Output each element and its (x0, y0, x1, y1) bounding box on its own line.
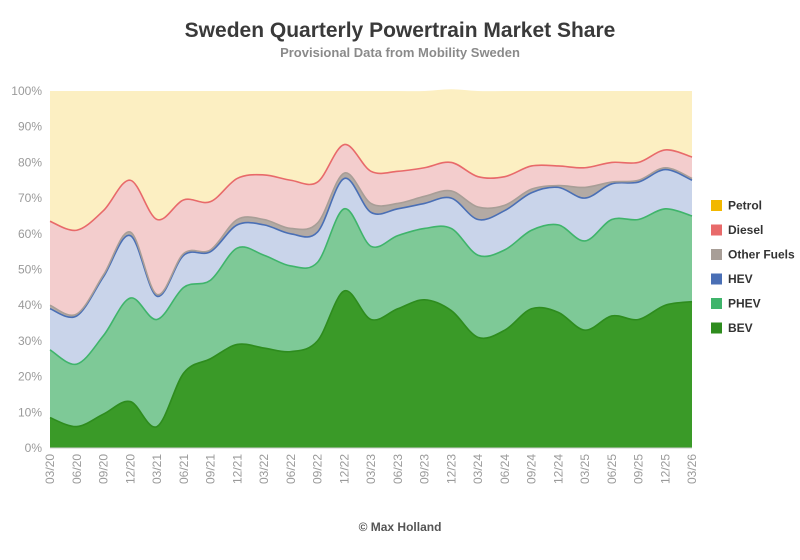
series-line-hev (49, 168, 693, 319)
y-tick-label: 100% (11, 84, 42, 98)
x-tick-label: 06/20 (70, 454, 84, 484)
x-tick-label: 06/24 (498, 454, 512, 484)
x-tick-label: 09/22 (311, 454, 325, 484)
legend-label-diesel: Diesel (728, 223, 763, 237)
legend-swatch-hev (711, 273, 722, 285)
x-tick-label: 09/24 (525, 454, 539, 484)
x-tick-label: 03/26 (685, 454, 699, 484)
legend-label-phev: PHEV (728, 297, 761, 311)
legend-label-petrol: Petrol (728, 199, 762, 213)
legend-swatch-other-fuels (711, 249, 722, 260)
y-tick-label: 90% (18, 120, 42, 134)
y-tick-label: 30% (18, 334, 42, 348)
series-line-phev (49, 208, 693, 366)
x-tick-label: 09/21 (204, 454, 218, 484)
chart-subtitle: Provisional Data from Mobility Sweden (280, 45, 520, 60)
y-tick-label: 20% (18, 370, 42, 384)
x-tick-label: 12/23 (444, 454, 458, 484)
x-tick-label: 03/22 (257, 454, 271, 484)
x-tick-label: 12/21 (230, 454, 244, 484)
area-bev (50, 290, 692, 448)
x-tick-label: 03/20 (43, 454, 57, 484)
x-tick-label: 12/24 (551, 454, 565, 484)
y-tick-label: 60% (18, 227, 42, 241)
series-line-other-fuels (49, 166, 693, 317)
legend-swatch-petrol (711, 200, 722, 211)
y-tick-label: 0% (25, 441, 43, 455)
x-tick-label: 06/23 (391, 454, 405, 484)
legend-label-other-fuels: Other Fuels (728, 248, 795, 262)
x-tick-label: 06/21 (177, 454, 191, 484)
x-tick-label: 03/21 (150, 454, 164, 484)
chart-title: Sweden Quarterly Powertrain Market Share (185, 19, 616, 42)
x-tick-label: 12/22 (337, 454, 351, 484)
x-tick-label: 09/23 (418, 454, 432, 484)
y-tick-label: 10% (18, 405, 42, 419)
legend-swatch-diesel (711, 224, 722, 236)
x-tick-label: 12/25 (658, 454, 672, 484)
chart-credit: © Max Holland (359, 520, 442, 534)
legend-label-bev: BEV (728, 321, 753, 335)
y-tick-label: 50% (18, 263, 42, 277)
y-tick-label: 70% (18, 191, 42, 205)
legend-swatch-phev (711, 298, 722, 309)
y-tick-label: 80% (18, 155, 42, 169)
legend-swatch-bev (711, 322, 722, 334)
legend-label-hev: HEV (728, 272, 753, 286)
x-tick-label: 06/25 (605, 454, 619, 484)
legend: Petrol Diesel Other Fuels HEV PHEV BEV (711, 199, 795, 335)
axis-layer: 0% 10% 20% 30% 40% 50% 60% 70% 80% 90% 100% 03/20 06… (11, 84, 699, 484)
series-line-bev (49, 290, 693, 428)
area-layer (50, 89, 692, 449)
line-layer (49, 143, 693, 428)
x-tick-label: 03/24 (471, 454, 485, 484)
x-tick-label: 09/25 (632, 454, 646, 484)
x-tick-label: 03/25 (578, 454, 592, 484)
x-tick-label: 12/20 (123, 454, 137, 484)
x-tick-label: 09/20 (97, 454, 111, 484)
x-tick-label: 06/22 (284, 454, 298, 484)
x-tick-label: 03/23 (364, 454, 378, 484)
y-tick-label: 40% (18, 298, 42, 312)
series-line-diesel (49, 143, 693, 232)
